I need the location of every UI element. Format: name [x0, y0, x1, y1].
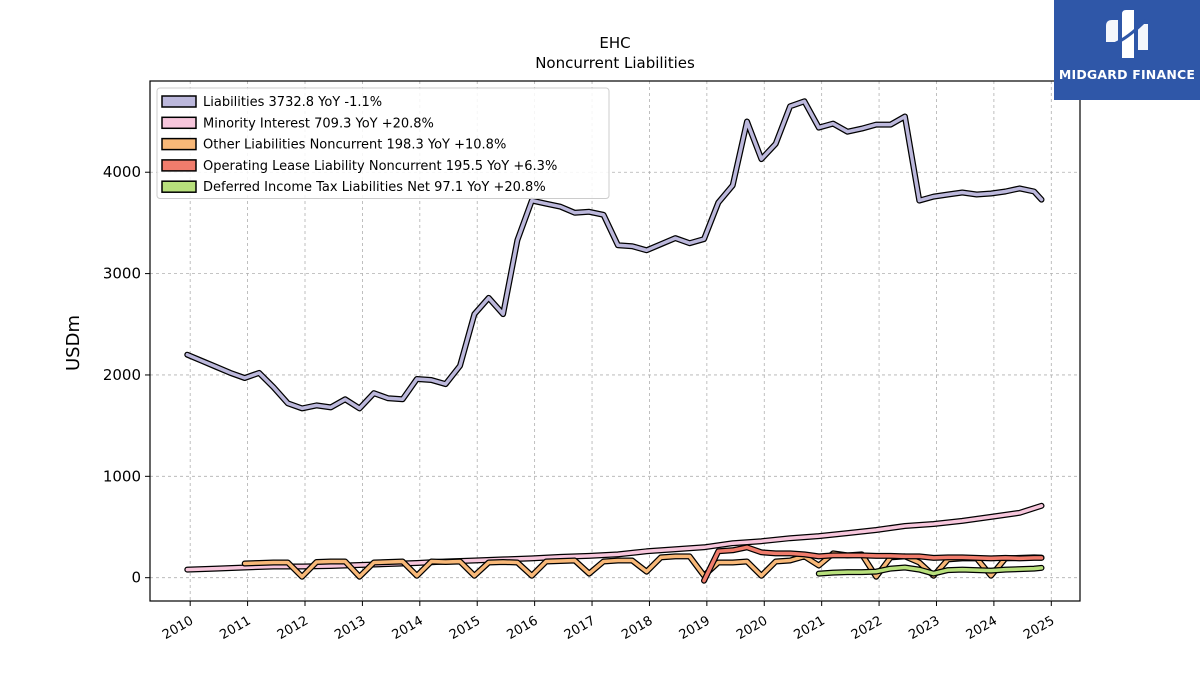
x-tick-label: 2014 — [390, 613, 426, 643]
x-tick-label: 2018 — [619, 613, 655, 643]
y-tick-label: 0 — [131, 569, 141, 587]
x-tick-label: 2015 — [447, 613, 483, 643]
x-tick-label: 2022 — [849, 613, 885, 643]
chart-subtitle: Noncurrent Liabilities — [535, 54, 695, 72]
legend-swatch — [161, 137, 197, 151]
x-tick-label: 2016 — [504, 613, 540, 643]
series-line-other-liabilities-noncurrent — [242, 551, 1044, 579]
series-line-minority-interest — [185, 504, 1044, 572]
x-tick-label: 2017 — [562, 613, 598, 643]
y-axis-label: USDm — [63, 315, 84, 371]
series-line-liabilities — [185, 99, 1044, 411]
plot-frame — [149, 80, 1081, 602]
chart-title: EHC — [599, 34, 630, 52]
x-tick-label: 2025 — [1021, 613, 1057, 643]
x-tick-label: 2010 — [160, 613, 196, 643]
y-tick-label: 1000 — [103, 467, 141, 485]
x-tick-label: 2013 — [332, 613, 368, 643]
x-tick-label: 2021 — [792, 613, 828, 643]
legend: Liabilities 3732.8 YoY -1.1% Minority Int… — [156, 87, 610, 199]
y-tick-label: 2000 — [103, 366, 141, 384]
legend-label: Deferred Income Tax Liabilities Net 97.1… — [203, 180, 546, 195]
x-tick-label: 2012 — [275, 613, 311, 643]
legend-box — [156, 87, 610, 199]
brand-logo: MIDGARD FINANCE — [1054, 0, 1200, 100]
midgard-logo-icon — [1106, 10, 1148, 58]
legend-swatch — [161, 116, 197, 130]
legend-label: Operating Lease Liability Noncurrent 195… — [203, 159, 557, 174]
series-line-operating-lease-liability-noncurrent — [702, 545, 1044, 583]
legend-swatch — [161, 180, 197, 193]
legend-label: Minority Interest 709.3 YoY +20.8% — [203, 116, 434, 131]
series-line-deferred-income-tax-liabilities-net — [817, 565, 1044, 576]
legend-label: Liabilities 3732.8 YoY -1.1% — [203, 95, 382, 110]
series-layer — [184, 98, 1045, 584]
x-tick-label: 2019 — [677, 613, 713, 643]
y-tick-label: 4000 — [103, 163, 141, 181]
x-tick-label: 2011 — [217, 613, 253, 643]
logo-wordmark: MIDGARD FINANCE — [1058, 67, 1196, 82]
y-tick-label: 3000 — [103, 265, 141, 283]
x-tick-label: 2024 — [964, 613, 1000, 643]
x-tick-label: 2023 — [906, 613, 942, 643]
legend-label: Other Liabilities Noncurrent 198.3 YoY +… — [203, 138, 506, 153]
legend-swatch — [161, 95, 197, 108]
legend-swatch — [161, 159, 197, 172]
x-tick-label: 2020 — [734, 613, 770, 643]
